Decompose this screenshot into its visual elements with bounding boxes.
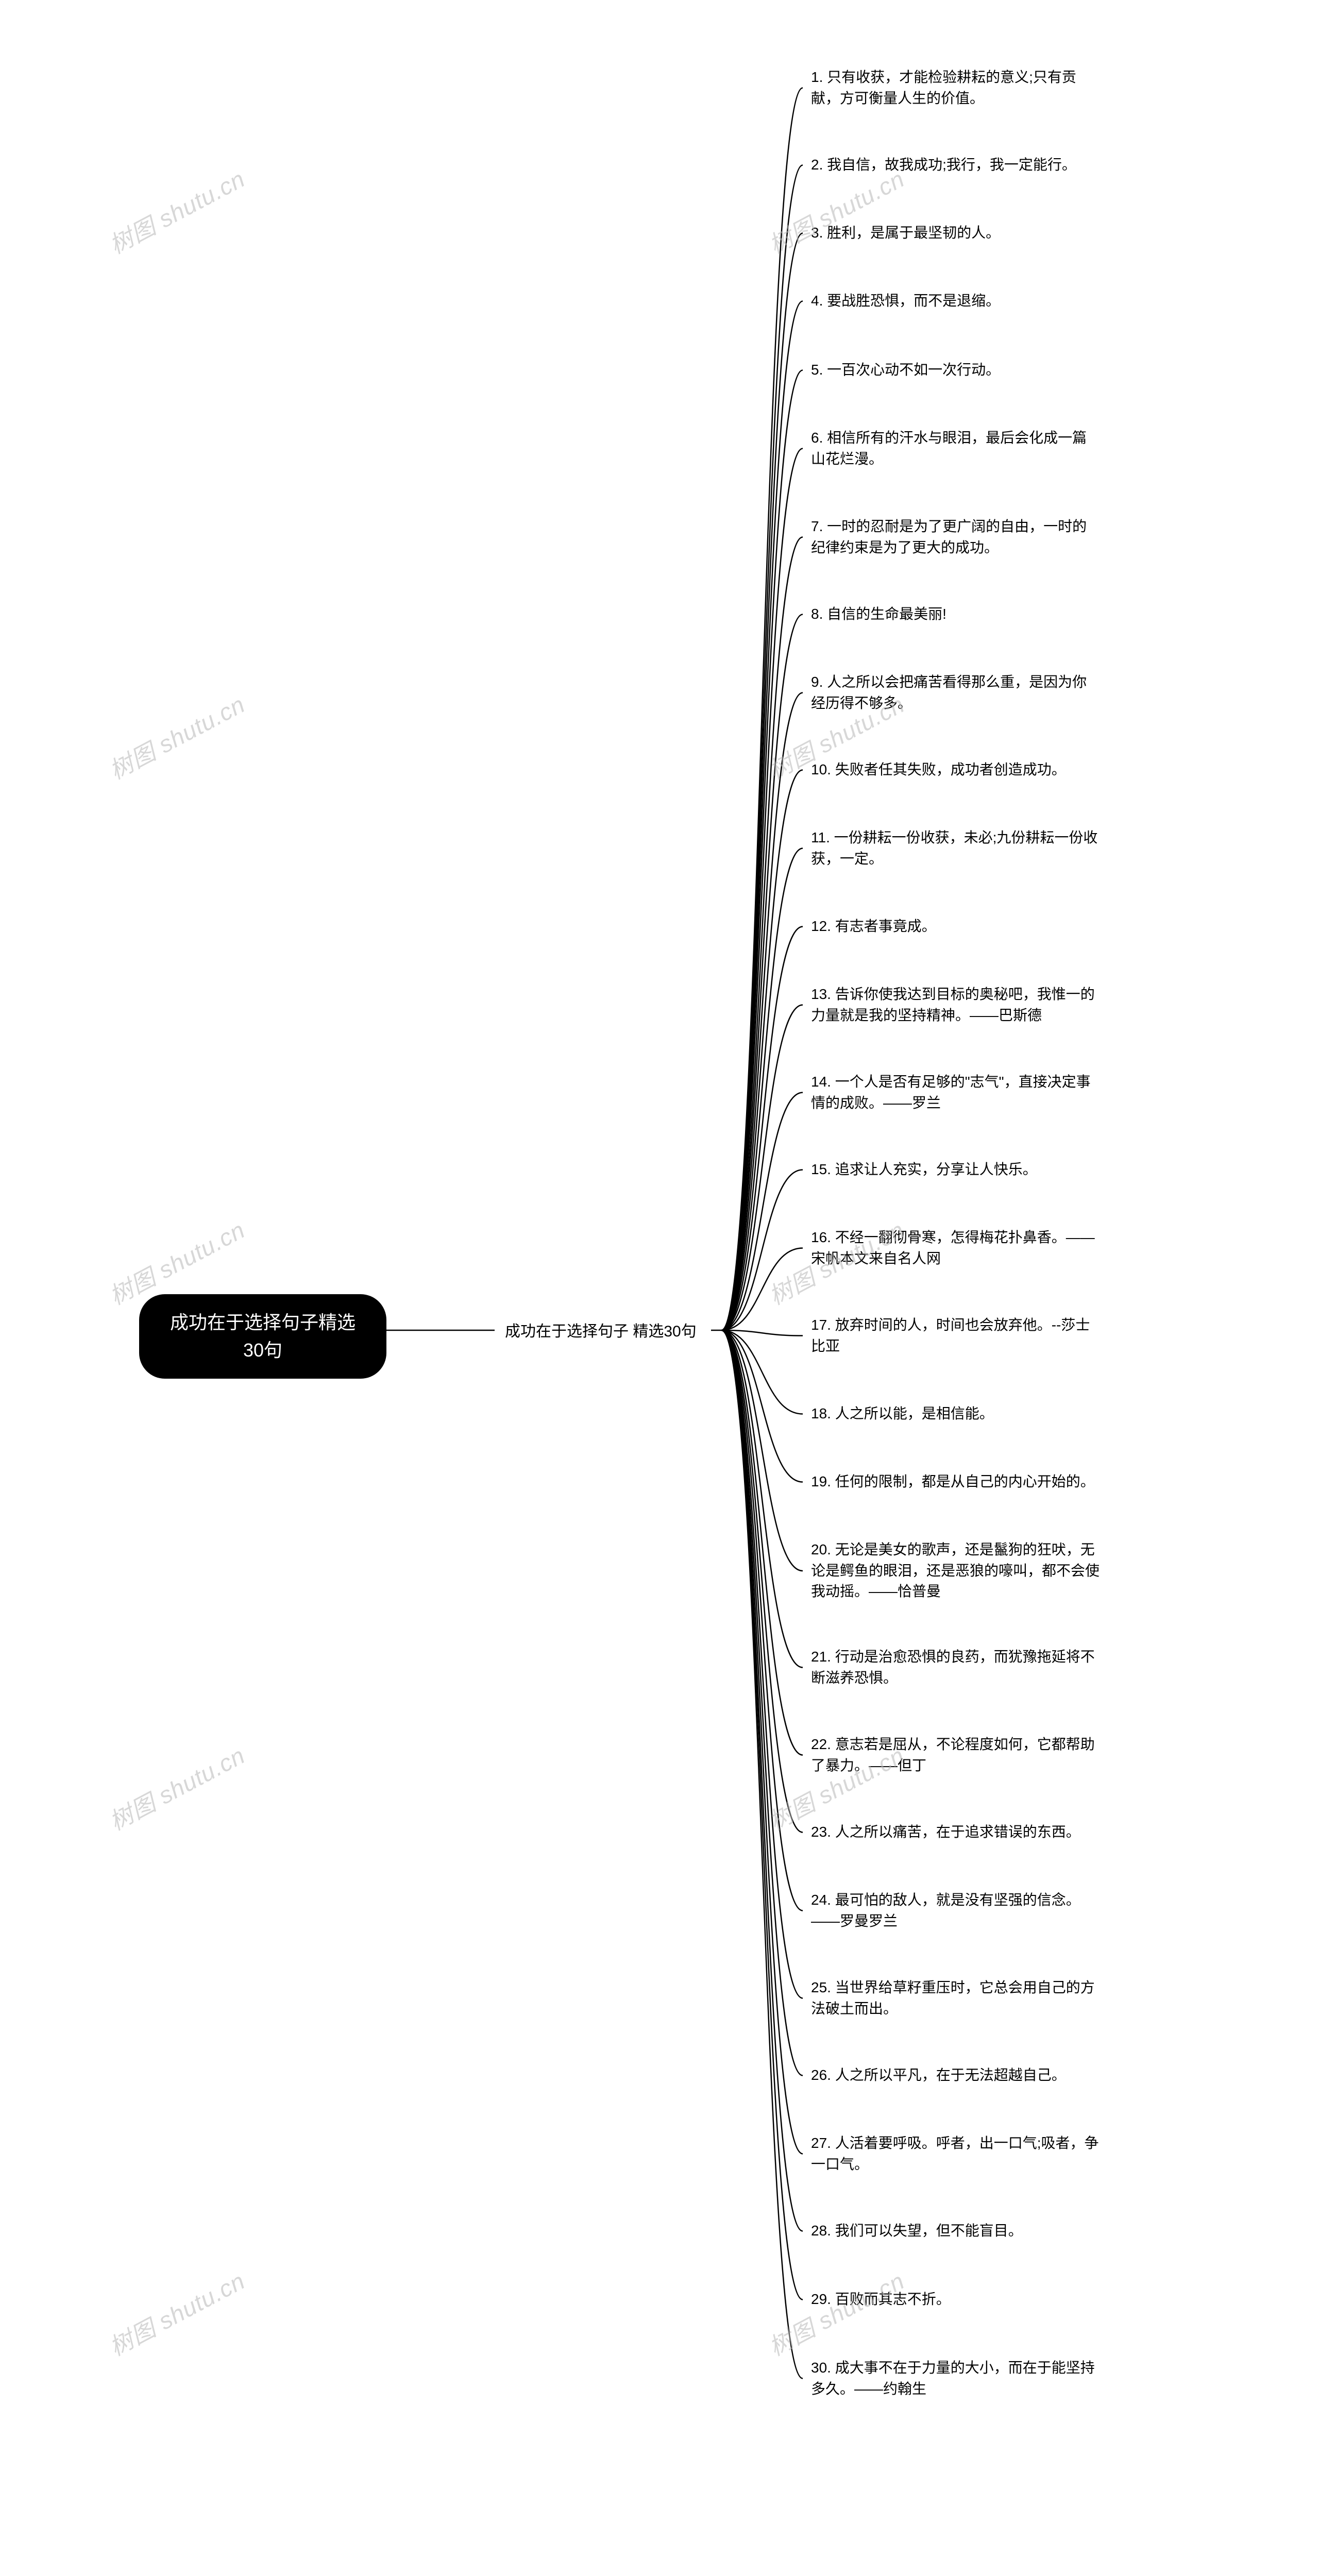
- leaf-item[interactable]: 14. 一个人是否有足够的"志气"，直接决定事情的成败。——罗兰: [811, 1072, 1100, 1113]
- root-title: 成功在于选择句子精选30句: [170, 1312, 356, 1361]
- leaf-item[interactable]: 7. 一时的忍耐是为了更广阔的自由，一时的纪律约束是为了更大的成功。: [811, 516, 1100, 558]
- leaf-item[interactable]: 26. 人之所以平凡，在于无法超越自己。: [811, 2065, 1066, 2086]
- subtitle-text: 成功在于选择句子 精选30句: [505, 1323, 697, 1340]
- root-node[interactable]: 成功在于选择句子精选30句: [139, 1294, 386, 1379]
- watermark-text: 树图 shutu.cn: [762, 2263, 910, 2363]
- watermark-text: 树图 shutu.cn: [103, 1737, 250, 1837]
- leaf-item[interactable]: 30. 成大事不在于力量的大小，而在于能坚持多久。——约翰生: [811, 2358, 1100, 2399]
- leaf-item[interactable]: 23. 人之所以痛苦，在于追求错误的东西。: [811, 1822, 1080, 1843]
- leaf-item[interactable]: 28. 我们可以失望，但不能盲目。: [811, 2221, 1023, 2242]
- leaf-item[interactable]: 8. 自信的生命最美丽!: [811, 604, 946, 625]
- leaf-item[interactable]: 2. 我自信，故我成功;我行，我一定能行。: [811, 155, 1076, 176]
- subtitle-node[interactable]: 成功在于选择句子 精选30句: [505, 1321, 697, 1343]
- watermark-text: 树图 shutu.cn: [762, 161, 910, 261]
- watermark-text: 树图 shutu.cn: [103, 686, 250, 786]
- leaf-item[interactable]: 19. 任何的限制，都是从自己的内心开始的。: [811, 1471, 1095, 1493]
- leaf-item[interactable]: 17. 放弃时间的人，时间也会放弃他。--莎士比亚: [811, 1315, 1100, 1357]
- leaf-item[interactable]: 12. 有志者事竟成。: [811, 916, 936, 937]
- leaf-item[interactable]: 10. 失败者任其失败，成功者创造成功。: [811, 759, 1066, 781]
- mindmap-canvas: 成功在于选择句子精选30句 成功在于选择句子 精选30句 1. 只有收获，才能检…: [0, 0, 1319, 2576]
- leaf-item[interactable]: 24. 最可怕的敌人，就是没有坚强的信念。——罗曼罗兰: [811, 1890, 1100, 1931]
- leaf-item[interactable]: 25. 当世界给草籽重压时，它总会用自己的方法破土而出。: [811, 1977, 1100, 2019]
- leaf-item[interactable]: 13. 告诉你使我达到目标的奥秘吧，我惟一的力量就是我的坚持精神。——巴斯德: [811, 984, 1100, 1026]
- leaf-item[interactable]: 11. 一份耕耘一份收获，未必;九份耕耘一份收获，一定。: [811, 827, 1100, 869]
- watermark-text: 树图 shutu.cn: [103, 161, 250, 261]
- watermark-text: 树图 shutu.cn: [103, 2263, 250, 2363]
- connector-layer: [0, 0, 1319, 2576]
- leaf-item[interactable]: 21. 行动是治愈恐惧的良药，而犹豫拖延将不断滋养恐惧。: [811, 1647, 1100, 1688]
- leaf-item[interactable]: 15. 追求让人充实，分享让人快乐。: [811, 1159, 1037, 1180]
- leaf-item[interactable]: 27. 人活着要呼吸。呼者，出一口气;吸者，争一口气。: [811, 2133, 1100, 2175]
- leaf-item[interactable]: 6. 相信所有的汗水与眼泪，最后会化成一篇山花烂漫。: [811, 428, 1100, 469]
- leaf-item[interactable]: 4. 要战胜恐惧，而不是退缩。: [811, 291, 1000, 312]
- leaf-item[interactable]: 18. 人之所以能，是相信能。: [811, 1403, 994, 1425]
- leaf-item[interactable]: 20. 无论是美女的歌声，还是鬣狗的狂吠，无论是鳄鱼的眼泪，还是恶狼的嚎叫，都不…: [811, 1539, 1100, 1602]
- leaf-item[interactable]: 1. 只有收获，才能检验耕耘的意义;只有贡献，方可衡量人生的价值。: [811, 67, 1100, 109]
- leaf-item[interactable]: 5. 一百次心动不如一次行动。: [811, 360, 1000, 381]
